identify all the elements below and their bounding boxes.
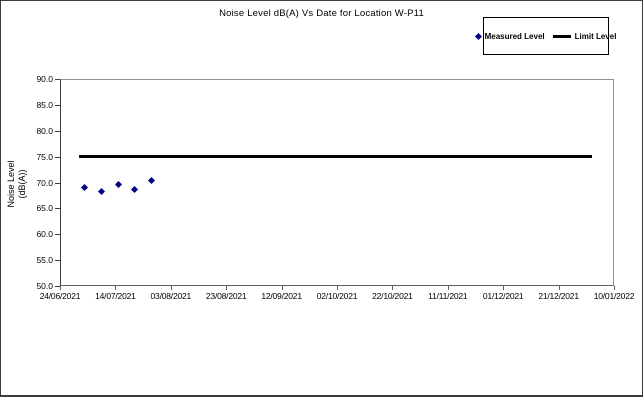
x-tick-mark (503, 286, 505, 290)
legend: Measured Level Limit Level (474, 17, 616, 55)
legend-label-limit-level: Limit Level (574, 31, 617, 41)
x-tick-label: 23/08/2021 (205, 291, 247, 301)
y-tick-mark (55, 260, 60, 262)
x-tick-label: 14/07/2021 (95, 291, 136, 301)
y-tick-label: 50.0 (36, 281, 53, 291)
y-tick-mark (55, 208, 60, 210)
x-tick-label: 21/12/2021 (538, 291, 579, 301)
y-tick-label: 75.0 (36, 151, 53, 162)
limit-line (79, 155, 592, 159)
y-tick-label: 65.0 (36, 203, 53, 214)
y-tick-label: 85.0 (36, 99, 53, 110)
line-marker-icon (552, 34, 571, 38)
x-tick-label: 03/08/2021 (150, 291, 192, 301)
x-tick-label: 11/11/2021 (428, 291, 468, 301)
x-tick-mark (614, 286, 615, 290)
y-tick-mark (55, 182, 60, 184)
diamond-marker-icon (474, 32, 482, 40)
x-tick-label: 10/01/2022 (593, 291, 635, 301)
x-tick-mark (558, 286, 560, 290)
y-tick-label: 90.0 (36, 74, 53, 84)
legend-label-measured-level: Measured Level (484, 31, 545, 41)
x-tick-mark (170, 286, 172, 290)
y-tick-label: 60.0 (36, 229, 53, 240)
x-tick-mark (392, 286, 394, 290)
y-tick-mark (55, 156, 60, 158)
plot-area (60, 79, 614, 286)
y-tick-label: 80.0 (36, 125, 53, 136)
x-tick-mark (226, 286, 228, 290)
chart-title: Noise Level dB(A) Vs Date for Location W… (219, 8, 424, 19)
x-tick-label: 02/10/2021 (316, 291, 358, 301)
legend-item-measured-level: Measured Level (474, 31, 545, 41)
x-tick-mark (115, 286, 117, 290)
x-tick-mark (447, 286, 449, 290)
legend-item-limit-level: Limit Level (552, 31, 617, 41)
y-tick-label: 70.0 (36, 177, 53, 188)
x-tick-mark (60, 286, 61, 290)
y-tick-mark (55, 104, 60, 106)
x-tick-label: 24/06/2021 (39, 291, 81, 301)
y-tick-mark (55, 286, 60, 287)
x-tick-mark (337, 286, 338, 290)
x-tick-label: 12/09/2021 (261, 291, 302, 301)
x-tick-label: 22/10/2021 (372, 291, 413, 301)
y-tick-mark (55, 234, 60, 236)
x-tick-mark (281, 286, 283, 290)
x-tick-label: 01/12/2021 (482, 291, 524, 301)
y-tick-mark (55, 79, 60, 80)
y-axis-title-line1: Noise Level (6, 160, 16, 208)
y-tick-label: 55.0 (36, 255, 53, 266)
y-tick-mark (55, 130, 60, 132)
